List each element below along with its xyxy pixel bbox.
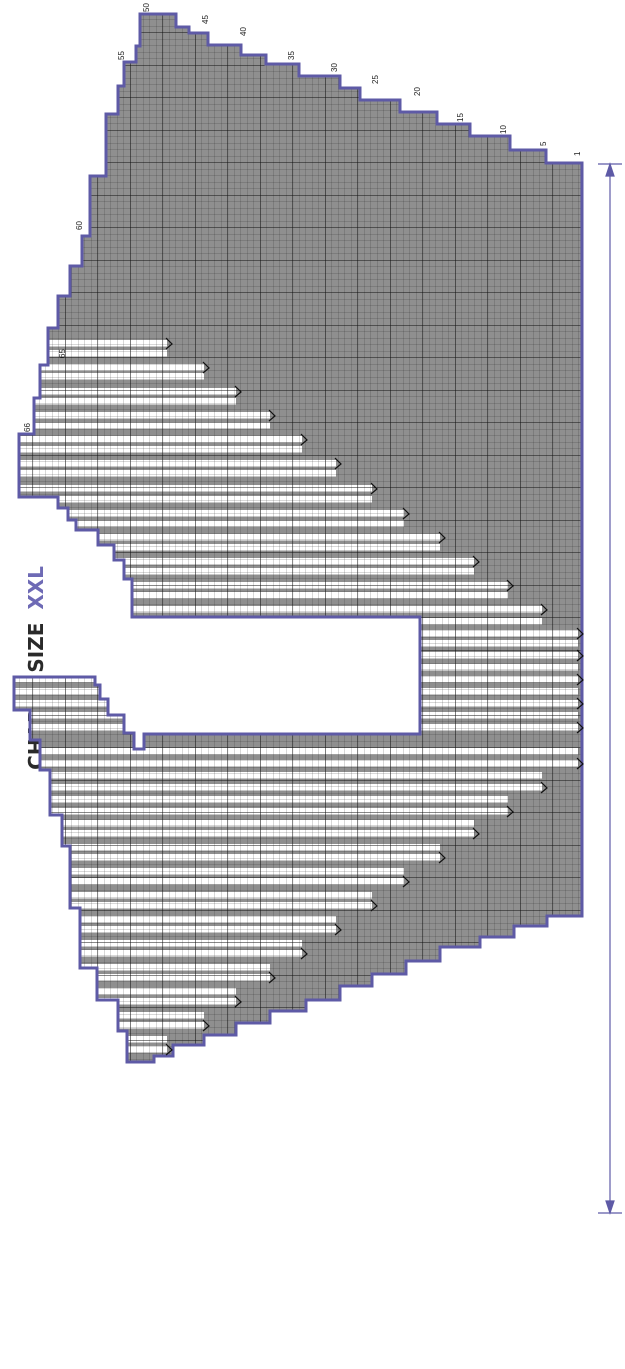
turn-marker-icon — [576, 627, 584, 640]
row-number-10: 10 — [499, 125, 508, 134]
turn-marker-icon — [506, 805, 514, 818]
turn-marker-icon — [438, 531, 446, 544]
row-number-60: 60 — [75, 221, 84, 230]
chart-title-size: XXL — [24, 566, 48, 610]
row-number-30: 30 — [330, 63, 339, 72]
turn-marker-icon — [506, 579, 514, 592]
turn-marker-icon — [402, 875, 410, 888]
turn-marker-icon — [540, 781, 548, 794]
row-number-20: 20 — [413, 87, 422, 96]
chart-outline — [12, 12, 584, 1064]
turn-marker-icon — [472, 555, 480, 568]
turn-markers — [165, 337, 584, 1056]
turn-marker-icon — [334, 923, 342, 936]
row-number-25: 25 — [371, 75, 380, 84]
row-number-15: 15 — [456, 113, 465, 122]
row-number-40: 40 — [239, 27, 248, 36]
row-number-35: 35 — [287, 51, 296, 60]
row-number-1: 1 — [573, 151, 582, 156]
turn-marker-icon — [268, 971, 276, 984]
row-number-66: 66 — [23, 423, 32, 432]
row-number-55: 55 — [117, 51, 126, 60]
turn-marker-icon — [576, 673, 584, 686]
turn-marker-icon — [576, 697, 584, 710]
row-number-65: 65 — [58, 349, 67, 358]
turn-marker-icon — [234, 385, 242, 398]
turn-marker-icon — [370, 482, 378, 495]
row-number-50: 50 — [142, 3, 151, 12]
turn-marker-icon — [576, 757, 584, 770]
turn-marker-icon — [300, 947, 308, 960]
turn-marker-icon — [268, 409, 276, 422]
turn-marker-icon — [472, 827, 480, 840]
turn-marker-icon — [300, 433, 308, 446]
turn-marker-icon — [370, 899, 378, 912]
turn-marker-icon — [334, 457, 342, 470]
turn-marker-icon — [202, 1019, 210, 1032]
turn-marker-icon — [165, 1043, 173, 1056]
turn-marker-icon — [234, 995, 242, 1008]
turn-marker-icon — [402, 507, 410, 520]
turn-marker-icon — [576, 721, 584, 734]
turn-marker-icon — [540, 603, 548, 616]
turn-marker-icon — [165, 337, 173, 350]
row-number-45: 45 — [201, 15, 210, 24]
row-number-5: 5 — [539, 141, 548, 146]
turn-marker-icon — [438, 851, 446, 864]
row-numbers: 1 5 10 15 20 25 30 35 40 45 50 55 60 65 … — [23, 3, 582, 432]
turn-marker-icon — [576, 649, 584, 662]
width-dimension-arrow — [598, 162, 622, 1215]
turn-marker-icon — [202, 361, 210, 374]
